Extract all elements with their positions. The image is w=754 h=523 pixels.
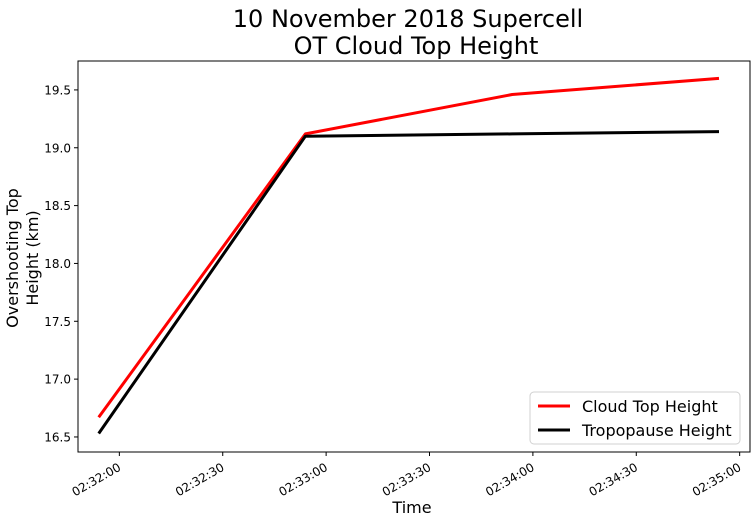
legend-label-1: Cloud Top Height bbox=[582, 397, 718, 416]
y-tick-label: 17.0 bbox=[44, 373, 71, 387]
x-tick-label: 02:32:00 bbox=[70, 460, 124, 499]
x-axis-label: Time bbox=[391, 498, 431, 517]
x-tick-label: 02:34:00 bbox=[483, 460, 537, 499]
legend-label-2: Tropopause Height bbox=[581, 421, 732, 440]
y-tick-label: 19.0 bbox=[44, 141, 71, 155]
x-tick-label: 02:32:30 bbox=[173, 460, 227, 499]
y-tick-label: 18.5 bbox=[44, 199, 71, 213]
x-tick-label: 02:33:00 bbox=[276, 460, 330, 499]
series-line-1 bbox=[97, 76, 720, 419]
y-tick-label: 16.5 bbox=[44, 430, 71, 444]
series-line-2 bbox=[97, 130, 720, 435]
y-tick-label: 17.5 bbox=[44, 315, 71, 329]
x-tick-label: 02:33:30 bbox=[380, 460, 434, 499]
chart-title-line-1: 10 November 2018 Supercell bbox=[233, 5, 583, 33]
chart-title-line-2: OT Cloud Top Height bbox=[294, 32, 539, 60]
y-axis-label-line-2: Height (km) bbox=[23, 210, 42, 305]
plot-frame bbox=[77, 60, 751, 453]
x-tick-label: 02:34:30 bbox=[586, 460, 640, 499]
legend-box bbox=[529, 391, 741, 445]
y-tick-label: 18.0 bbox=[44, 257, 71, 271]
y-tick-label: 19.5 bbox=[44, 83, 71, 97]
y-axis-label-line-1: Overshooting Top bbox=[3, 188, 22, 328]
x-tick-label: 02:35:00 bbox=[690, 460, 744, 499]
